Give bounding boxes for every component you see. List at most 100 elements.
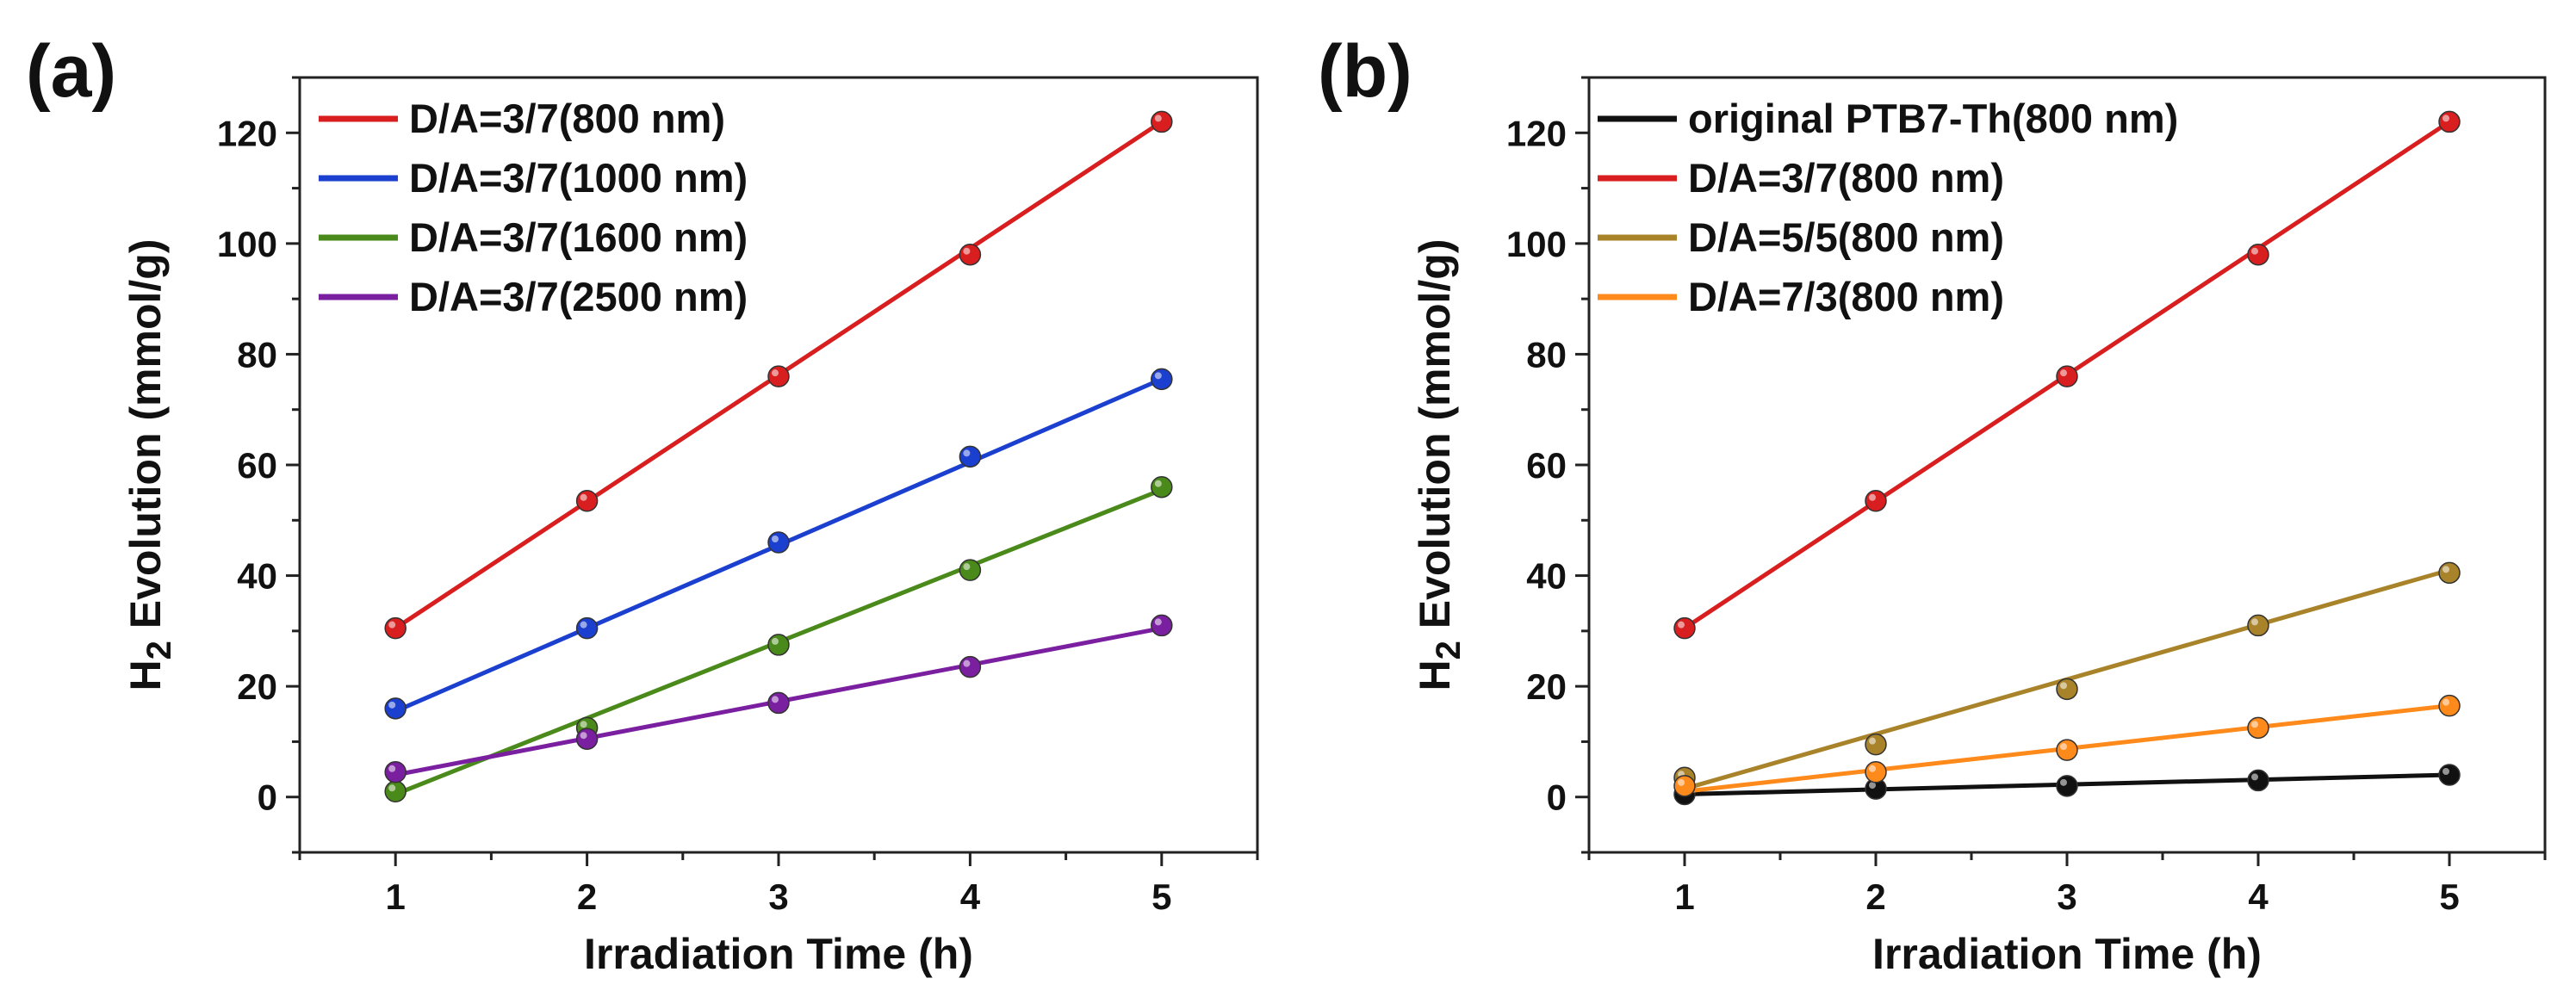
data-point-highlight: [963, 247, 971, 255]
data-point-highlight: [772, 696, 779, 703]
legend-label: D/A=3/7(800 nm): [1688, 155, 2004, 201]
series-3: [1673, 694, 2461, 797]
data-point: [384, 616, 407, 640]
data-point: [959, 445, 982, 468]
series-0: [1673, 764, 2461, 806]
legend-label: D/A=3/7(2500 nm): [409, 274, 748, 319]
y-axis-title-rest: Evolution (mmol/g): [1411, 239, 1459, 641]
y-tick-label: 0: [1547, 777, 1567, 818]
y-tick-label: 100: [1506, 224, 1567, 264]
data-point: [2247, 769, 2269, 792]
y-tick-label: 60: [1526, 445, 1567, 486]
data-point: [2056, 739, 2078, 761]
data-point-highlight: [772, 536, 779, 542]
data-point-highlight: [388, 701, 396, 709]
data-point-highlight: [2251, 618, 2258, 626]
x-tick-label: 4: [960, 876, 981, 917]
data-point: [959, 243, 982, 266]
data-point: [384, 697, 407, 720]
data-point: [767, 365, 790, 387]
y-axis-title-subscript: 2: [1430, 641, 1468, 660]
data-point-highlight: [2251, 721, 2258, 728]
data-point: [767, 531, 790, 554]
y-tick-label: 60: [237, 445, 277, 486]
x-axis-title: Irradiation Time (h): [584, 930, 973, 978]
data-point: [767, 691, 790, 715]
data-point: [2438, 110, 2461, 133]
data-point: [1151, 368, 1173, 391]
data-point-highlight: [1869, 493, 1876, 501]
legend-label: D/A=7/3(800 nm): [1688, 274, 2004, 319]
data-point: [959, 559, 982, 581]
data-point-highlight: [580, 732, 587, 740]
data-point: [575, 490, 599, 512]
data-point-highlight: [2060, 682, 2067, 690]
y-tick-label: 80: [1526, 334, 1567, 375]
chart-panel-b: (b) 1 2 3 4 5 0 20 40 60 80 100 120 Irradiation Time …: [1318, 30, 2547, 978]
legend-label: D/A=5/5(800 nm): [1688, 214, 2004, 260]
data-point-highlight: [963, 660, 971, 667]
y-axis-title: H2 Evolution (mmol/g): [121, 239, 178, 691]
data-point-highlight: [1869, 782, 1876, 790]
legend-label: D/A=3/7(1600 nm): [409, 214, 748, 260]
data-point-highlight: [772, 369, 779, 377]
data-point: [2247, 716, 2269, 740]
data-point: [2438, 561, 2461, 585]
data-point-highlight: [1869, 737, 1876, 745]
data-point-highlight: [388, 784, 396, 792]
data-point: [575, 728, 599, 750]
y-axis-title-subscript: 2: [140, 641, 178, 660]
y-axis-title-main: H: [121, 660, 170, 690]
data-point-highlight: [1154, 115, 1162, 122]
data-point: [1151, 110, 1173, 133]
data-point: [1673, 775, 1696, 797]
data-point: [1151, 614, 1173, 637]
legend-label: original PTB7-Th(800 nm): [1688, 96, 2178, 141]
data-point: [2056, 678, 2078, 701]
chart-panel-a: (a) 1 2 3 4 5 0 20 40 60 80 100 120 Irradiation Time …: [26, 30, 1259, 978]
y-tick-label: 80: [237, 334, 277, 375]
x-tick-label: 1: [1674, 876, 1694, 917]
data-point-highlight: [2443, 768, 2449, 775]
data-point-highlight: [1154, 618, 1162, 626]
y-axis-title-main: H: [1411, 660, 1459, 690]
series-0: [384, 110, 1173, 640]
y-tick-label: 100: [217, 224, 277, 264]
data-point-highlight: [2251, 247, 2258, 255]
data-point: [767, 634, 790, 656]
data-point-highlight: [1869, 765, 1876, 772]
data-point-highlight: [2060, 369, 2067, 377]
y-tick-label: 0: [258, 777, 277, 818]
x-tick-label: 2: [577, 876, 597, 917]
data-point-highlight: [580, 493, 587, 501]
y-tick-label: 40: [1526, 556, 1567, 597]
y-tick-label: 20: [1526, 666, 1567, 707]
data-point-highlight: [1678, 778, 1685, 786]
series-1: [1673, 110, 2461, 640]
data-point: [1865, 490, 1887, 512]
data-point-highlight: [2060, 743, 2067, 751]
data-point-highlight: [2443, 115, 2449, 122]
x-tick-label: 4: [2248, 876, 2269, 917]
y-tick-label: 20: [237, 666, 277, 707]
data-point: [1673, 616, 1696, 640]
panel-label: (a): [26, 30, 116, 113]
data-point: [2247, 614, 2269, 637]
data-point: [384, 780, 407, 803]
x-axis-title: Irradiation Time (h): [1872, 930, 2262, 978]
data-point: [2247, 243, 2269, 266]
data-point: [1151, 475, 1173, 498]
series-3: [384, 614, 1173, 783]
y-tick-label: 40: [237, 556, 277, 597]
data-point-highlight: [580, 621, 587, 629]
series-1: [384, 368, 1173, 720]
data-point-highlight: [2443, 698, 2449, 706]
data-point: [2056, 365, 2078, 387]
x-tick-label: 5: [2439, 876, 2459, 917]
data-point-highlight: [772, 637, 779, 645]
legend-label: D/A=3/7(800 nm): [409, 96, 725, 141]
data-point-highlight: [2060, 778, 2067, 786]
data-point-highlight: [388, 765, 396, 772]
data-point-highlight: [1154, 480, 1162, 487]
